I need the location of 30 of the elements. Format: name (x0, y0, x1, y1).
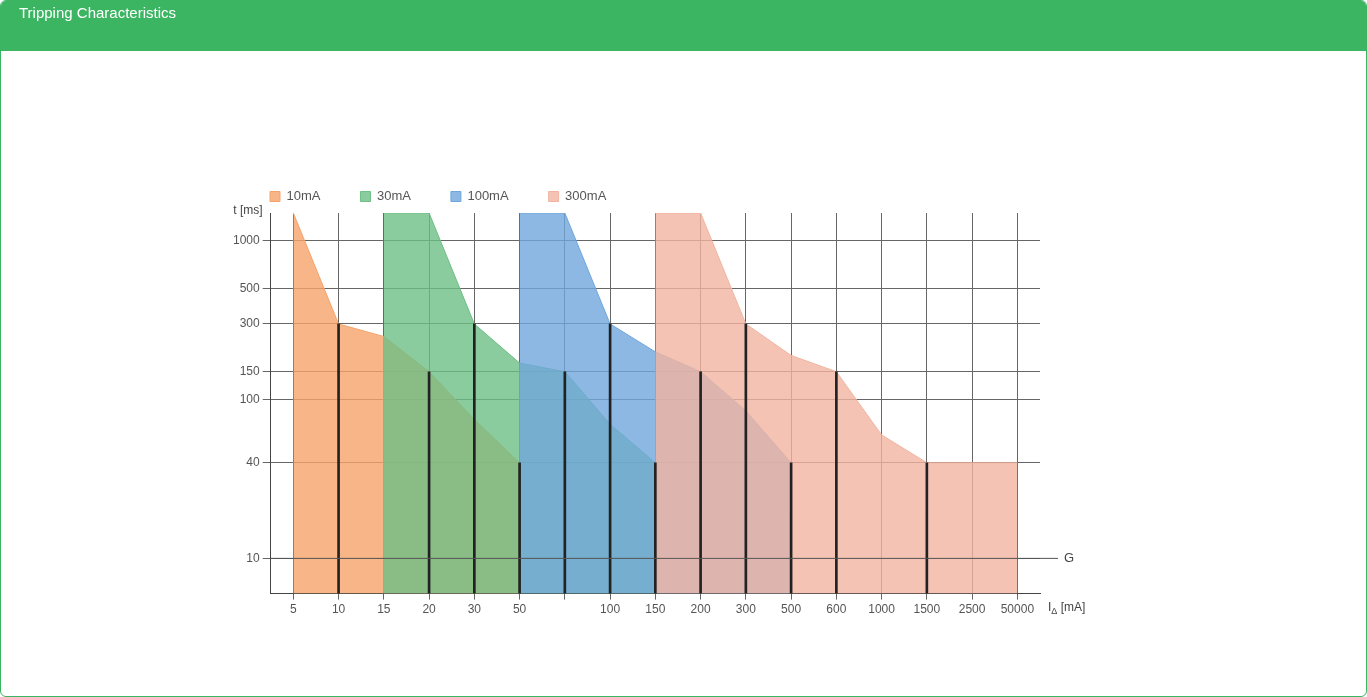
x-tick-label: 100 (600, 602, 621, 617)
y-axis-title: t [ms] (233, 203, 263, 218)
x-tick-label: 50 (512, 602, 527, 617)
y-tick-label: 500 (239, 281, 261, 296)
x-tick-label: 15 (377, 602, 391, 617)
x-tick-label: 50000 (1000, 602, 1035, 617)
x-tick-label: 150 (645, 602, 666, 617)
x-tick-label: 20 (422, 602, 437, 617)
y-tick-label: 100 (239, 391, 261, 406)
y-tick-label: 150 (239, 364, 261, 379)
ref-line-label: G (1064, 549, 1075, 565)
x-tick-label: 5 (289, 602, 297, 617)
x-tick-label: 200 (690, 602, 711, 617)
x-tick-label: 500 (781, 602, 802, 617)
y-tick-label: 1000 (232, 233, 261, 248)
x-tick-label: 1000 (868, 602, 896, 617)
legend-label: 100mA (467, 188, 509, 204)
legend-label: 10mA (286, 188, 321, 204)
y-tick-label: 300 (239, 316, 261, 331)
x-tick-label: 1500 (913, 602, 941, 617)
x-tick-label: 10 (331, 602, 346, 617)
x-tick-label: 30 (467, 602, 482, 617)
x-tick-label: 300 (735, 602, 757, 617)
x-tick-label: 2500 (958, 602, 986, 617)
y-tick-label: 10 (246, 550, 261, 565)
x-tick-label: 600 (826, 602, 847, 617)
legend-label: 30mA (376, 188, 412, 204)
text: Tripping Characteristics (1, 1, 1366, 51)
legend-label: 300mA (565, 188, 607, 204)
y-tick-label: 40 (246, 455, 261, 470)
